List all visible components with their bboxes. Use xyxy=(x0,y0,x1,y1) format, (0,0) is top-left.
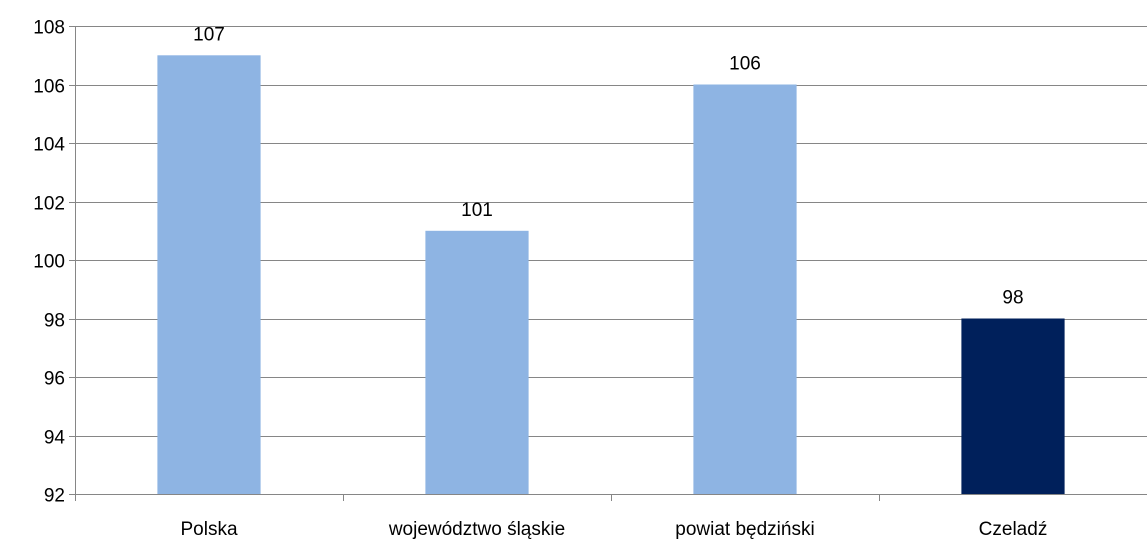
y-tick-label: 94 xyxy=(44,428,66,449)
y-tick-label: 108 xyxy=(33,18,65,39)
y-tick-label: 102 xyxy=(33,194,65,215)
x-tick-label-2: powiat będziński xyxy=(675,519,814,540)
x-axis-ticks: Polska województwo śląskie powiat będzińsk… xyxy=(75,494,1048,540)
y-axis-ticks: 92 94 96 98 100 102 104 106 108 xyxy=(33,18,75,507)
bar-0 xyxy=(157,55,261,495)
y-tick-label: 96 xyxy=(44,369,65,390)
data-labels: 107 101 106 98 xyxy=(193,24,1023,308)
data-label-1: 101 xyxy=(461,200,493,221)
bar-3 xyxy=(961,318,1065,494)
y-tick-label: 98 xyxy=(44,311,65,332)
y-tick-label: 92 xyxy=(44,486,65,507)
y-tick-label: 100 xyxy=(33,252,65,273)
data-label-2: 106 xyxy=(729,54,761,75)
bars xyxy=(157,55,1065,495)
data-label-0: 107 xyxy=(193,24,225,45)
y-tick-label: 104 xyxy=(33,135,65,156)
x-tick-label-1: województwo śląskie xyxy=(388,519,565,540)
x-tick-label-3: Czeladź xyxy=(979,519,1048,540)
bar-1 xyxy=(425,230,529,495)
y-tick-label: 106 xyxy=(33,77,65,98)
data-label-3: 98 xyxy=(1002,288,1023,309)
bar-2 xyxy=(693,84,797,494)
x-tick-label-0: Polska xyxy=(180,519,237,540)
